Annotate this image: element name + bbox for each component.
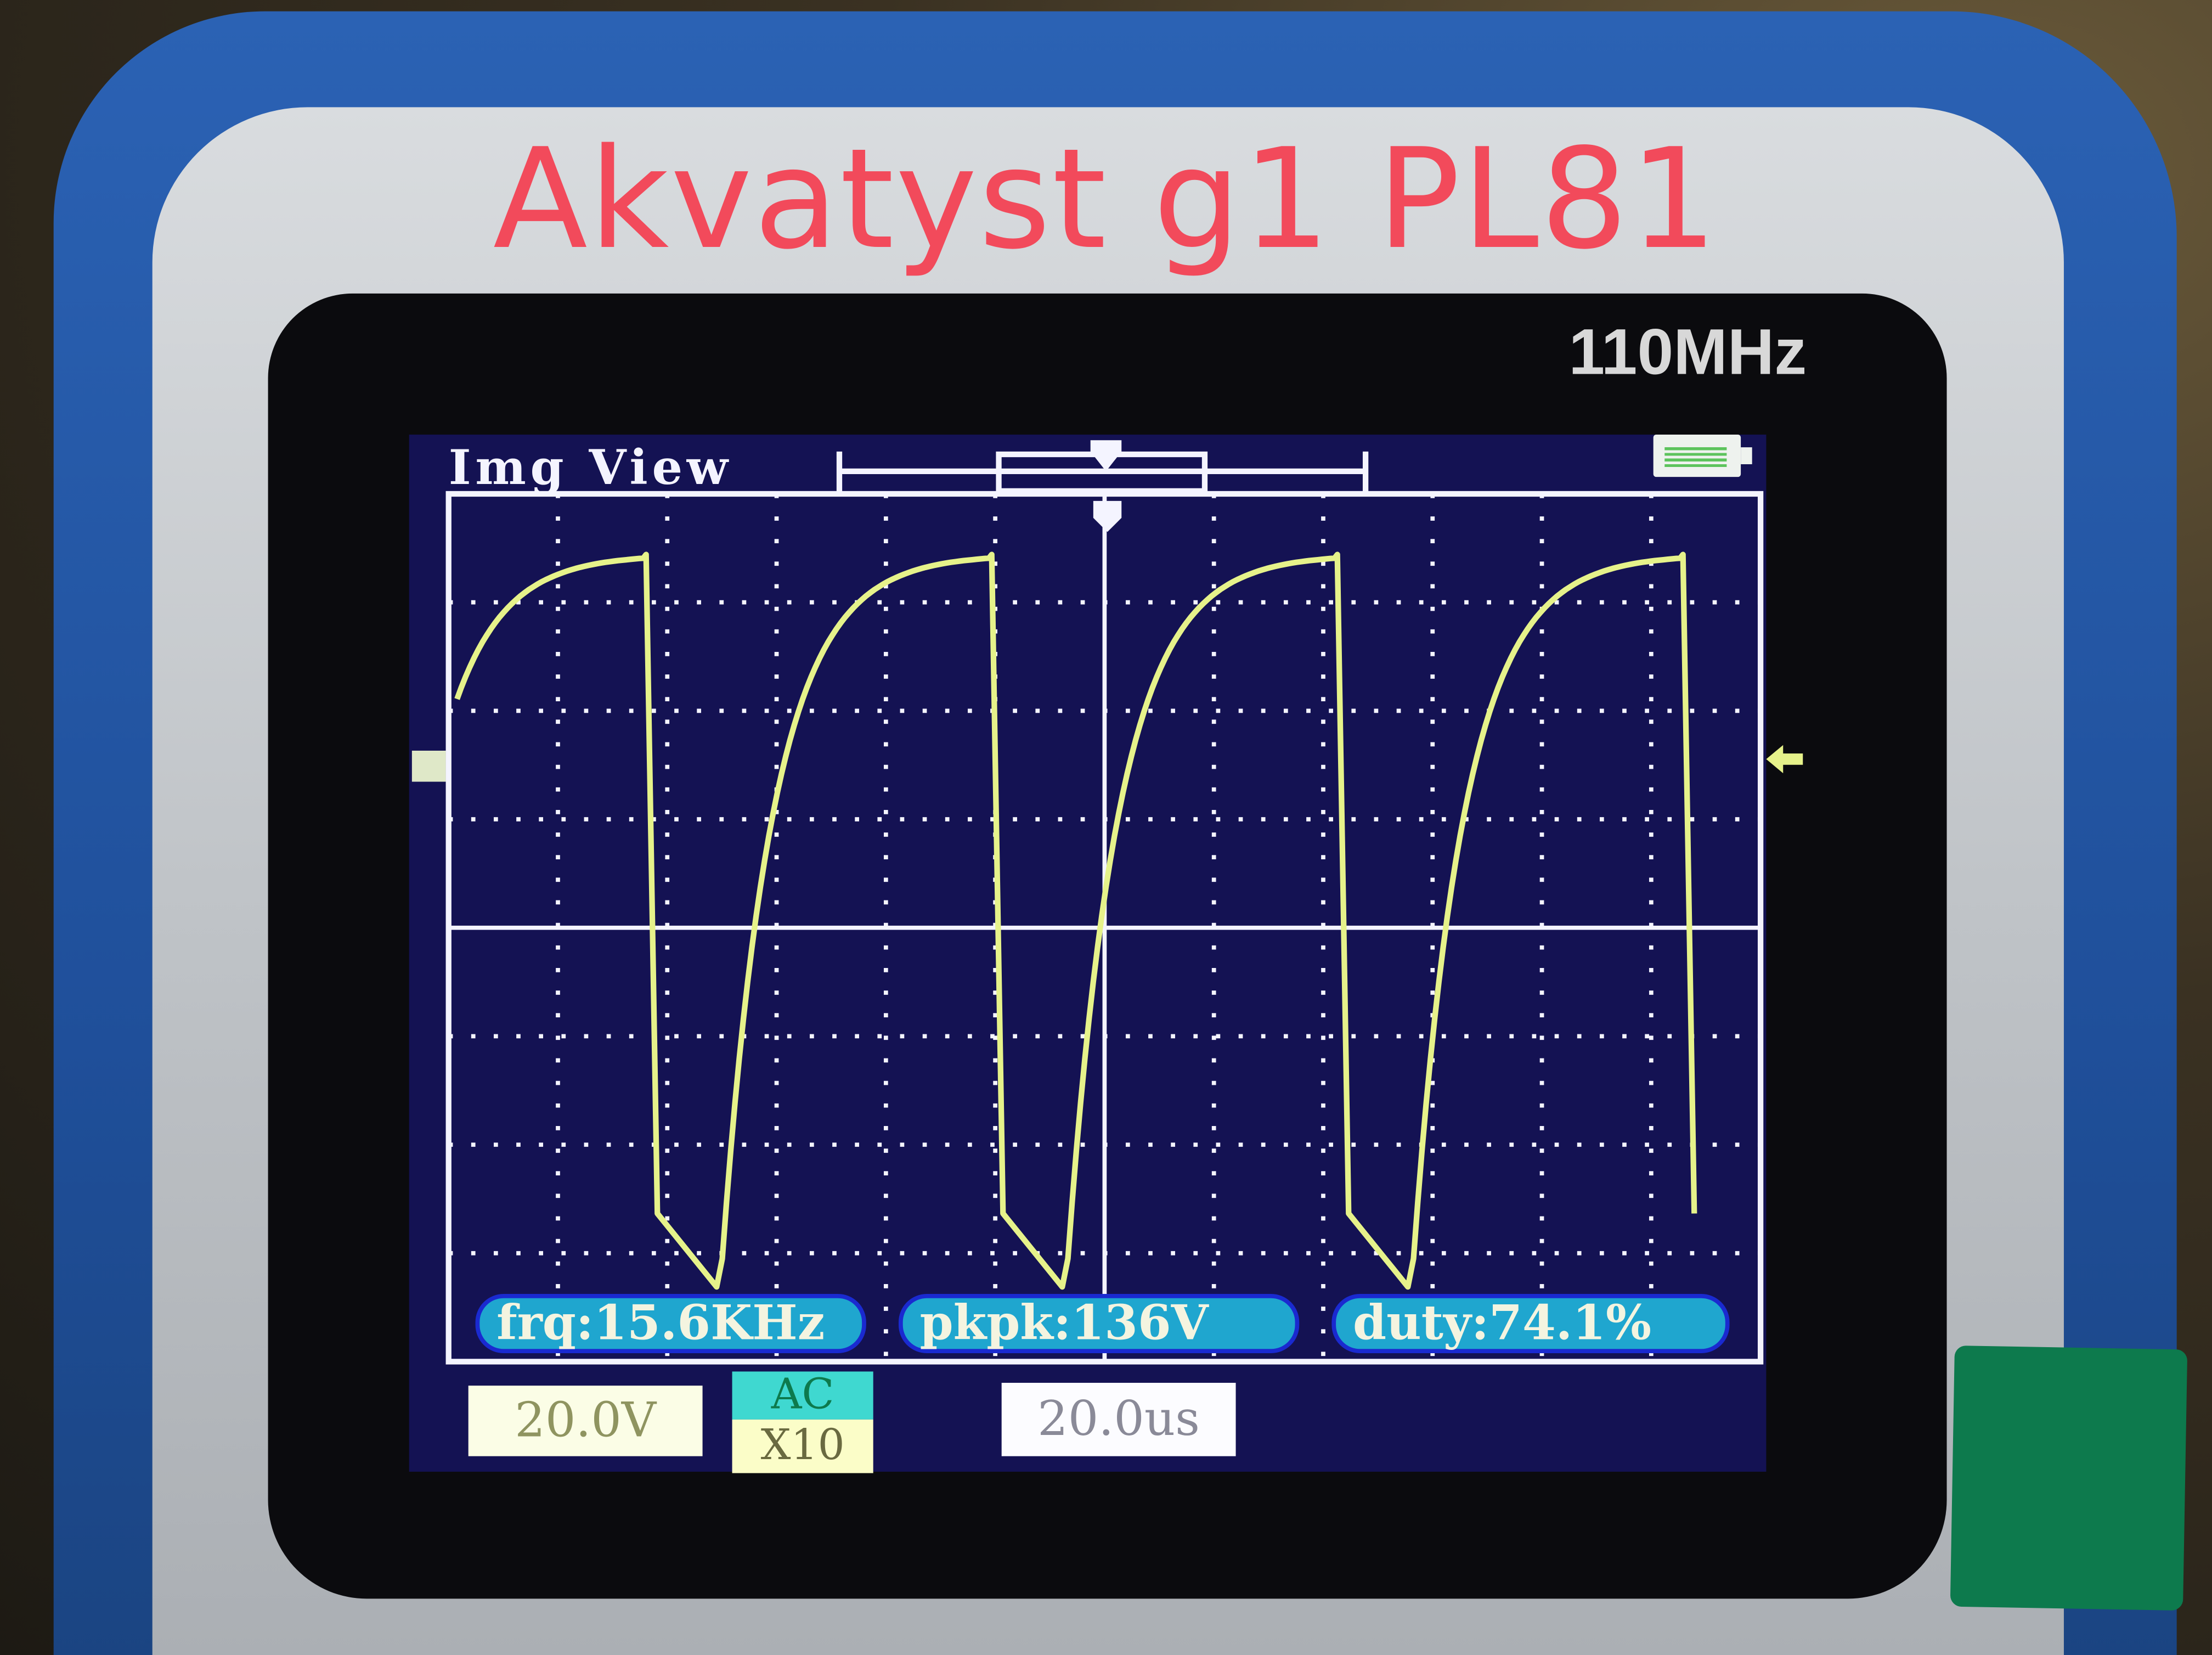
trigger-level-arrow-icon: [1766, 745, 1803, 774]
memory-position-bar[interactable]: [836, 440, 1369, 494]
coupling-mode[interactable]: AC: [732, 1371, 873, 1420]
graticule: [448, 493, 1761, 1362]
timebase[interactable]: 20.0us: [1001, 1382, 1236, 1456]
trigger-position-marker: [1090, 440, 1122, 471]
peak-to-peak-readout: pkpk:136V: [898, 1293, 1300, 1353]
duty-readout: duty:74.1%: [1331, 1293, 1730, 1353]
battery-full-icon: [1653, 434, 1752, 477]
overlay-title: Akvatyst g1 PL81: [493, 120, 1719, 281]
waveform-trace: [454, 551, 1697, 1290]
trigger-time-marker: [1093, 500, 1122, 532]
graticule-border: [445, 491, 1764, 1365]
volts-per-div[interactable]: 20.0V: [468, 1386, 703, 1456]
bandwidth-label: 110MHz: [1568, 314, 1807, 389]
frequency-readout: frq:15.6KHz: [475, 1293, 866, 1353]
probe-attenuation[interactable]: X10: [732, 1419, 873, 1473]
screen-header: Img View: [448, 440, 732, 497]
channel-ground-marker: [411, 750, 446, 782]
